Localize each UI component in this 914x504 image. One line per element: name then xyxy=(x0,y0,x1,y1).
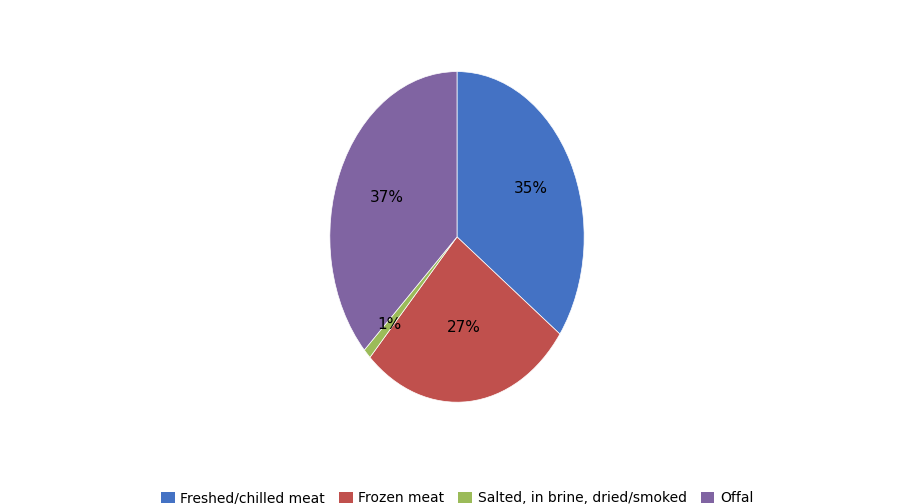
Text: 35%: 35% xyxy=(514,180,547,196)
Text: 27%: 27% xyxy=(447,320,481,335)
Wedge shape xyxy=(330,72,457,350)
Legend: Freshed/chilled meat, Frozen meat, Salted, in brine, dried/smoked, Offal: Freshed/chilled meat, Frozen meat, Salte… xyxy=(155,486,759,504)
Wedge shape xyxy=(370,237,560,402)
Wedge shape xyxy=(365,237,457,357)
Text: 1%: 1% xyxy=(377,317,401,332)
Text: 37%: 37% xyxy=(370,190,404,205)
Wedge shape xyxy=(457,72,584,334)
